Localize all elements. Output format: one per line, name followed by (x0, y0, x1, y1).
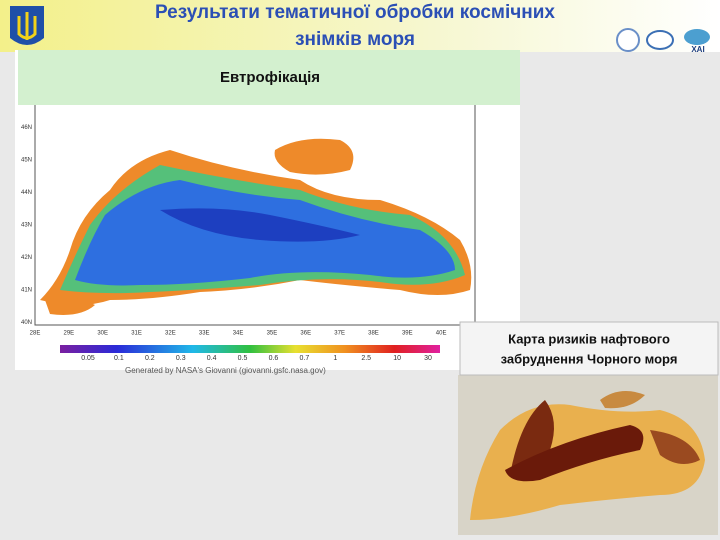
label-box (18, 50, 520, 105)
title: Результати тематичної обробки космічних (155, 2, 555, 23)
lon-label: 38E (368, 331, 379, 337)
lon-label: 35E (267, 331, 278, 337)
label: Карта ризиків нафтового (508, 331, 670, 346)
colorbar-labels: 0.05 0.1 0.2 0.3 0.4 0.5 0.6 0.7 1 2.5 10 30 (81, 355, 432, 362)
lon-label: 34E (233, 331, 244, 337)
colorbar-label: 0.3 (176, 355, 186, 362)
lat-label: 42N (21, 255, 32, 261)
logos (616, 28, 710, 52)
title: знімків моря (295, 29, 415, 50)
lon-label: 28E (30, 331, 41, 337)
lon-label: 30E (97, 331, 108, 337)
colorbar-label: 0.2 (145, 355, 155, 362)
colorbar-label: 0.7 (299, 355, 309, 362)
colorbar-label: 0.1 (114, 355, 124, 362)
lon-label: 31E (131, 331, 142, 337)
risk-map (470, 391, 705, 520)
lon-label: 39E (402, 331, 413, 337)
title-band (0, 0, 720, 52)
label-box (459, 321, 719, 376)
label: Евтрофікація (220, 69, 320, 86)
colorbar-label: 10 (393, 355, 401, 362)
lat-label: 41N (21, 288, 32, 294)
label: забруднення Чорного моря (501, 351, 678, 366)
credit: Generated by NASA's Giovanni (giovanni.g… (125, 366, 326, 375)
colorbar-label: 1 (333, 355, 337, 362)
lon-label: 36E (300, 331, 311, 337)
colorbar (60, 345, 440, 353)
lat-label: 43N (21, 223, 32, 229)
lat-label: 46N (21, 125, 32, 131)
colorbar-label: 2.5 (361, 355, 371, 362)
lon-label: 40E (436, 331, 447, 337)
emblem (10, 6, 44, 45)
sea-map (34, 79, 476, 326)
colorbar-label: 0.05 (81, 355, 95, 362)
colorbar-label: 30 (424, 355, 432, 362)
lat-label: 44N (21, 190, 32, 196)
lat-label: 40N (21, 320, 32, 326)
lon-label: 29E (64, 331, 75, 337)
colorbar-label: 0.6 (269, 355, 279, 362)
lat-label: 45N (21, 158, 32, 164)
colorbar-label: 0.5 (238, 355, 248, 362)
colorbar-label: 0.4 (207, 355, 217, 362)
lon-label: 37E (334, 331, 345, 337)
lon-label: 32E (165, 331, 176, 337)
logo-text: ХАІ (691, 45, 704, 54)
lon-label: 33E (199, 331, 210, 337)
